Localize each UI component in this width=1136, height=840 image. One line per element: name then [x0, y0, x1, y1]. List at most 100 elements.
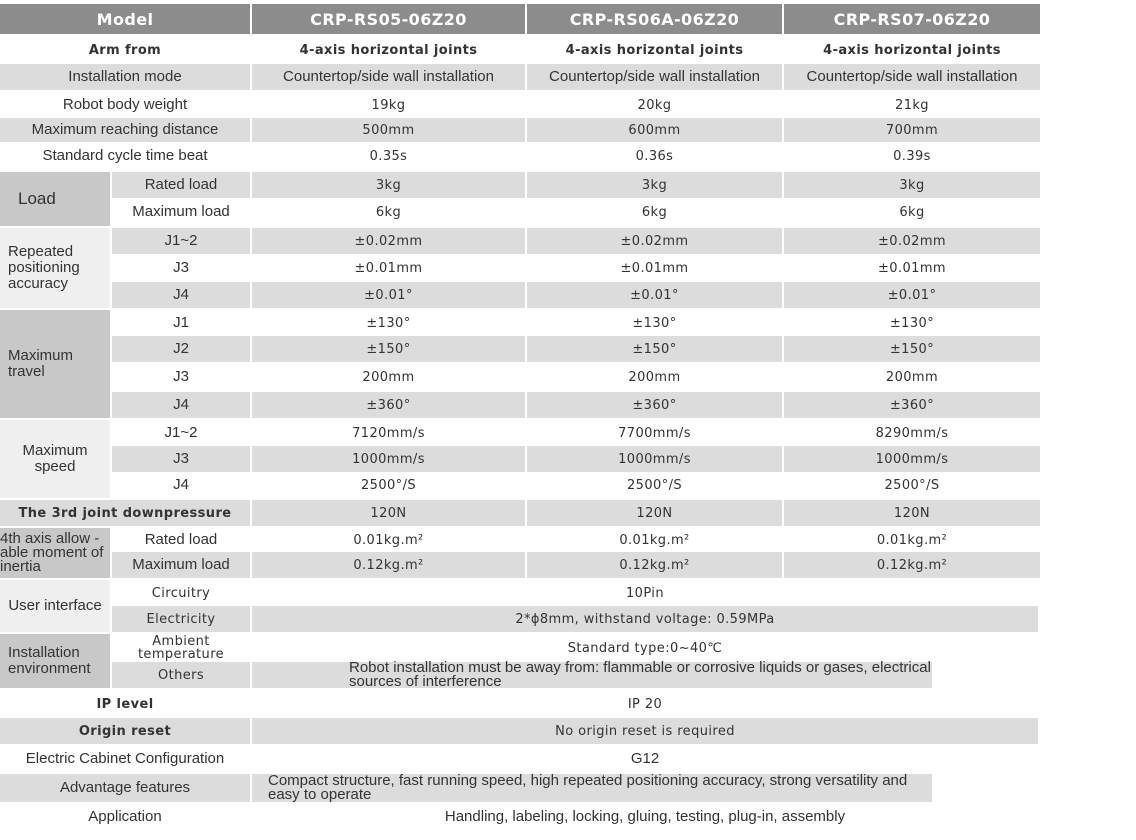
value-cell: 21kg — [895, 97, 929, 113]
value-cell: 4-axis horizontal joints — [299, 42, 478, 58]
value-cell: 0.35s — [369, 148, 408, 164]
value-cell: 6kg — [375, 204, 402, 220]
value-cell: ±360° — [527, 392, 782, 418]
value-cell: 0.01kg.m² — [619, 532, 690, 548]
row-sublabel: Maximum load — [112, 552, 250, 578]
value-cell: 6kg — [641, 204, 668, 220]
row-sublabel: Maximum load — [132, 203, 230, 220]
row-sublabel: J4 — [112, 392, 250, 418]
model-header: Model — [0, 4, 250, 34]
value-cell: 0.01kg.m² — [876, 532, 948, 548]
value-cell: ±0.01° — [527, 282, 782, 308]
row-label: Advantage features — [0, 774, 250, 802]
value-cell: No origin reset is required — [252, 718, 1038, 744]
row-sublabel: Rated load — [144, 531, 218, 548]
value-cell: 4-axis horizontal joints — [823, 42, 1001, 58]
group-label: Repeated positioning accuracy — [0, 228, 110, 308]
row-sublabel: J1~2 — [112, 228, 250, 254]
row-sublabel: J3 — [173, 259, 189, 276]
value-cell: ±0.01mm — [354, 260, 423, 276]
value-cell: ±130° — [632, 315, 677, 331]
value-cell: 20kg — [637, 97, 672, 113]
value-cell: Countertop/side wall installation — [527, 64, 782, 90]
row-sublabel: Others — [112, 662, 250, 688]
value-cell: 0.01kg.m² — [353, 532, 424, 548]
value-cell: Handling, labeling, locking, gluing, tes… — [444, 808, 846, 825]
value-cell: 2500°/S — [360, 477, 417, 493]
model-name: CRP-RS06A-06Z20 — [527, 4, 782, 34]
value-cell: G12 — [630, 750, 660, 767]
group-label: 4th axis allow -able moment of inertia — [0, 528, 110, 578]
value-cell: 3kg — [252, 172, 525, 198]
value-cell: 120N — [252, 500, 525, 526]
value-cell: Countertop/side wall installation — [252, 64, 525, 90]
value-cell: 500mm — [252, 118, 525, 142]
row-sublabel: J1~2 — [164, 424, 198, 441]
value-cell: Robot installation must be away from: fl… — [252, 660, 932, 689]
value-cell: 6kg — [899, 204, 925, 220]
value-cell: 600mm — [527, 118, 782, 142]
row-label: Application — [88, 808, 162, 825]
value-cell: 200mm — [885, 369, 939, 385]
value-cell: 1000mm/s — [527, 446, 782, 472]
row-sublabel: J1 — [173, 314, 189, 331]
value-cell: 2*ϕ8mm, withstand voltage: 0.59MPa — [252, 606, 1038, 632]
value-cell: ±360° — [252, 392, 525, 418]
row-label: Robot body weight — [62, 96, 188, 113]
value-cell: 4-axis horizontal joints — [565, 42, 744, 58]
row-sublabel: Ambient temperature — [137, 634, 225, 662]
value-cell: 7700mm/s — [618, 425, 691, 441]
row-label: Standard cycle time beat — [42, 147, 208, 164]
value-cell: 0.36s — [635, 148, 674, 164]
value-cell: 700mm — [784, 118, 1040, 142]
group-label: Maximum speed — [0, 420, 110, 498]
row-sublabel: J3 — [112, 446, 250, 472]
group-label: Maximum travel — [0, 310, 110, 418]
row-sublabel: J4 — [112, 282, 250, 308]
row-sublabel: Rated load — [112, 172, 250, 198]
value-cell: 19kg — [371, 97, 406, 113]
row-sublabel: J4 — [173, 476, 189, 493]
group-label: User interface — [0, 580, 110, 632]
model-name: CRP-RS07-06Z20 — [784, 4, 1040, 34]
value-cell: ±0.02mm — [527, 228, 782, 254]
value-cell: 0.12kg.m² — [784, 552, 1040, 578]
value-cell: 2500°/S — [626, 477, 683, 493]
value-cell: ±0.02mm — [784, 228, 1040, 254]
value-cell: 10Pin — [626, 585, 664, 601]
value-cell: 3kg — [527, 172, 782, 198]
value-cell: 0.39s — [893, 148, 931, 164]
value-cell: ±0.01mm — [620, 260, 689, 276]
value-cell: 1000mm/s — [784, 446, 1040, 472]
row-label: Installation mode — [0, 64, 250, 90]
model-name: CRP-RS05-06Z20 — [252, 4, 525, 34]
value-cell: Compact structure, fast running speed, h… — [252, 773, 932, 802]
value-cell: Countertop/side wall installation — [784, 64, 1040, 90]
value-cell: 120N — [527, 500, 782, 526]
value-cell: Standard type:0~40℃ — [567, 640, 723, 656]
value-cell: ±150° — [252, 336, 525, 362]
row-label: IP level — [96, 696, 154, 712]
value-cell: 0.12kg.m² — [527, 552, 782, 578]
value-cell: 1000mm/s — [252, 446, 525, 472]
value-cell: 120N — [784, 500, 1040, 526]
value-cell: ±0.01° — [784, 282, 1040, 308]
value-cell: ±150° — [784, 336, 1040, 362]
value-cell: 8290mm/s — [875, 425, 949, 441]
value-cell: 0.12kg.m² — [252, 552, 525, 578]
group-label: Load — [0, 172, 110, 226]
row-label: Arm from — [88, 42, 162, 58]
row-label: Maximum reaching distance — [0, 118, 250, 142]
row-label: The 3rd joint downpressure — [0, 500, 250, 526]
row-sublabel: Electricity — [112, 606, 250, 632]
row-sublabel: J3 — [173, 368, 189, 385]
group-label: Installation environment — [0, 634, 110, 688]
value-cell: 200mm — [628, 369, 681, 385]
row-label: Electric Cabinet Configuration — [25, 750, 225, 767]
value-cell: ±150° — [527, 336, 782, 362]
value-cell: 7120mm/s — [352, 425, 425, 441]
row-sublabel: Circuitry — [151, 585, 211, 601]
value-cell: ±0.01° — [252, 282, 525, 308]
value-cell: 3kg — [784, 172, 1040, 198]
value-cell: ±130° — [366, 315, 411, 331]
